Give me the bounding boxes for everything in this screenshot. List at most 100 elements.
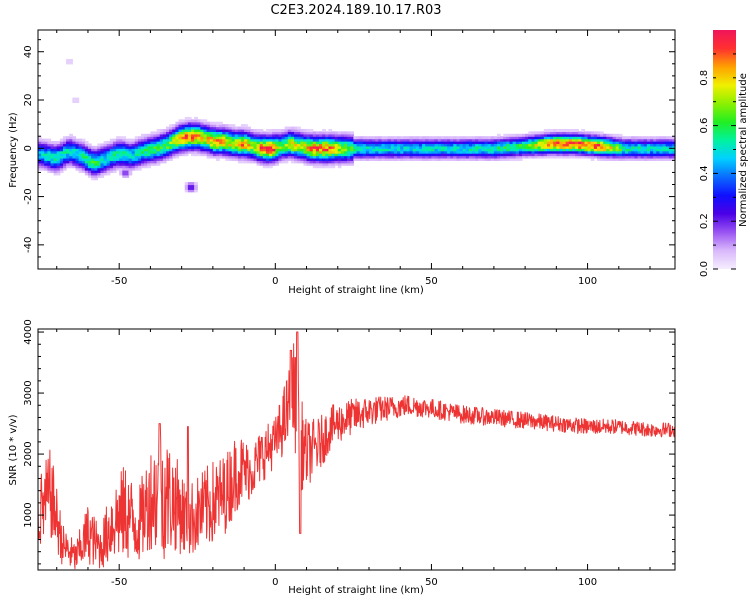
heatmap-cell xyxy=(56,148,61,152)
heatmap-cell xyxy=(119,150,123,154)
heatmap-cell xyxy=(181,143,186,147)
heatmap-cell xyxy=(553,131,557,135)
heatmap-cell xyxy=(125,172,130,176)
heatmap-cell xyxy=(244,141,248,145)
heatmap-cell xyxy=(222,133,226,137)
heatmap-cell xyxy=(69,141,73,145)
heatmap-cell xyxy=(294,145,298,149)
heatmap-cell xyxy=(56,153,61,157)
heatmap-cell xyxy=(387,143,392,147)
heatmap-cell xyxy=(603,150,607,154)
heatmap-cell xyxy=(568,131,573,135)
heatmap-cell xyxy=(450,153,454,157)
heatmap-cell xyxy=(334,145,339,149)
heatmap-cell xyxy=(66,157,70,161)
heatmap-cell xyxy=(328,162,333,166)
heatmap-cell xyxy=(653,143,657,147)
heatmap-cell xyxy=(103,153,108,157)
heatmap-cell xyxy=(119,157,123,161)
heatmap-cell xyxy=(244,157,248,161)
heatmap-cell xyxy=(203,119,208,123)
heatmap-cell xyxy=(418,136,423,140)
heatmap-cell xyxy=(443,155,448,159)
heatmap-cell xyxy=(62,160,67,164)
heatmap-cell xyxy=(84,150,89,154)
heatmap-cell xyxy=(653,141,657,145)
heatmap-cell xyxy=(169,131,173,135)
heatmap-cell xyxy=(297,155,301,159)
heatmap-cell xyxy=(112,143,117,147)
heatmap-cell xyxy=(590,141,595,145)
heatmap-cell xyxy=(290,150,295,154)
heatmap-cell xyxy=(503,150,507,154)
heatmap-cell xyxy=(191,186,195,190)
heatmap-cell xyxy=(66,155,70,159)
heatmap-cell xyxy=(153,136,158,140)
heatmap-cell xyxy=(194,150,198,154)
heatmap-cell xyxy=(116,157,120,161)
heatmap-cell xyxy=(475,148,479,152)
heatmap-cell xyxy=(259,153,264,157)
heatmap-cell xyxy=(141,153,145,157)
heatmap-cell xyxy=(306,133,311,137)
heatmap-cell xyxy=(525,150,529,154)
heatmap-cell xyxy=(593,143,598,147)
heatmap-cell xyxy=(559,145,564,149)
heatmap-cell xyxy=(365,153,370,157)
heatmap-cell xyxy=(38,136,42,140)
heatmap-cell xyxy=(269,145,273,149)
heatmap-cell xyxy=(191,182,195,186)
heatmap-cell xyxy=(169,138,173,142)
heatmap-cell xyxy=(247,141,251,145)
heatmap-cell xyxy=(240,145,245,149)
heatmap-cell xyxy=(134,136,139,140)
heatmap-cell xyxy=(375,148,379,152)
heatmap-cell xyxy=(262,162,267,166)
heatmap-cell xyxy=(197,145,201,149)
heatmap-cell xyxy=(596,141,601,145)
heatmap-cell xyxy=(344,138,348,142)
heatmap-cell xyxy=(178,145,183,149)
heatmap-cell xyxy=(628,145,632,149)
heatmap-cell xyxy=(38,157,42,161)
heatmap-cell xyxy=(240,148,245,152)
heatmap-cell xyxy=(203,126,208,130)
heatmap-cell xyxy=(222,145,226,149)
heatmap-cell xyxy=(262,131,267,135)
heatmap-cell xyxy=(344,136,348,140)
heatmap-cell xyxy=(240,136,245,140)
heatmap-cell xyxy=(272,160,276,164)
heatmap-cell xyxy=(191,141,195,145)
heatmap-cell xyxy=(428,136,433,140)
heatmap-cell xyxy=(325,153,329,157)
heatmap-cell xyxy=(490,150,495,154)
heatmap-cell xyxy=(431,153,436,157)
heatmap-cell xyxy=(150,131,155,135)
heatmap-cell xyxy=(250,145,255,149)
heatmap-cell xyxy=(262,160,267,164)
heatmap-cell xyxy=(500,148,504,152)
heatmap-cell xyxy=(62,143,67,147)
heatmap-cell xyxy=(590,131,595,135)
heatmap-cell xyxy=(87,148,92,152)
heatmap-cell xyxy=(44,162,48,166)
heatmap-cell xyxy=(562,155,567,159)
heatmap-cell xyxy=(50,167,55,171)
y-tick-label: 0 xyxy=(23,145,34,151)
heatmap-cell xyxy=(331,131,336,135)
heatmap-cell xyxy=(287,141,292,145)
heatmap-cell xyxy=(153,155,158,159)
heatmap-cell xyxy=(244,155,248,159)
heatmap-cell xyxy=(612,145,617,149)
heatmap-cell xyxy=(518,138,523,142)
heatmap-cell xyxy=(331,165,336,169)
heatmap-cell xyxy=(609,136,614,140)
heatmap-cell xyxy=(590,153,595,157)
heatmap-cell xyxy=(359,141,364,145)
heatmap-cell xyxy=(237,148,242,152)
heatmap-cell xyxy=(184,126,189,130)
heatmap-cell xyxy=(41,150,45,154)
heatmap-cell xyxy=(178,141,183,145)
heatmap-cell xyxy=(637,155,642,159)
heatmap-cell xyxy=(75,141,80,145)
